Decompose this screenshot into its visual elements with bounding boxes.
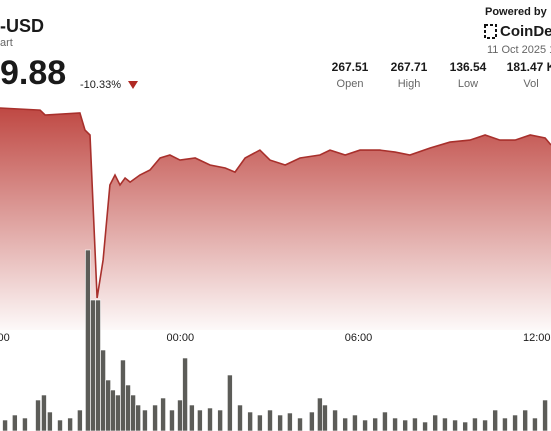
x-tick-label: 00:00 (167, 332, 195, 344)
volume-bar (135, 404, 141, 431)
volume-bar (160, 397, 166, 431)
brand: CoinDe (500, 23, 551, 40)
volume-bar (95, 299, 101, 431)
volume-bar (452, 419, 458, 431)
plot: :00 00:00 06:00 12:00 (0, 107, 551, 431)
volume-bar (382, 411, 388, 431)
stat-label: Open (337, 78, 364, 90)
volume-bar (57, 419, 63, 431)
volume-bar (115, 394, 121, 431)
volume-bar (257, 414, 263, 431)
volume-bar (512, 414, 518, 431)
volume-bar (120, 359, 126, 431)
stat-label: Vol (523, 78, 538, 90)
x-tick-label: :00 (0, 332, 10, 344)
volume-bar (372, 417, 378, 431)
volume-bar (402, 419, 408, 431)
volume-bar (105, 379, 111, 431)
volume-bar (332, 409, 338, 431)
volume-bar (322, 404, 328, 431)
volume-bar (392, 417, 398, 431)
volume-bar (217, 409, 223, 431)
stat-label: High (398, 78, 421, 90)
volume-bar (85, 249, 91, 431)
down-arrow (128, 81, 138, 89)
stat-value: 267.71 (391, 60, 428, 74)
volume-bar (152, 404, 158, 431)
volume-bar (207, 407, 213, 431)
volume-bar (277, 414, 283, 431)
volume-bar (130, 394, 136, 431)
volume-bar (12, 414, 18, 431)
volume-bar (125, 384, 131, 431)
volume-bar (67, 417, 73, 431)
volume-bar (317, 397, 323, 431)
volume-bar (482, 419, 488, 431)
volume-bar (267, 409, 273, 431)
volume-bar (522, 409, 528, 431)
area (0, 108, 551, 330)
volume-bar (492, 409, 498, 431)
change: -10.33% (80, 79, 121, 91)
x-tick-label: 12:00 (523, 332, 551, 344)
volume-bar (169, 409, 175, 431)
volume-bar (177, 399, 183, 431)
volume-bar (442, 417, 448, 431)
stat-label: Low (458, 78, 478, 90)
volume-bar (182, 357, 188, 431)
date: 11 Oct 2025 1 (487, 44, 551, 56)
volume-bar (362, 419, 368, 431)
volume-bar (227, 374, 233, 431)
volume-bar (2, 419, 8, 431)
logo-icon (484, 24, 497, 39)
volume-bar (412, 417, 418, 431)
price: 9.88 (0, 54, 66, 92)
volume-bar (237, 404, 243, 431)
subtitle: art (0, 37, 13, 49)
volume-bar (532, 417, 538, 431)
volume-bar (100, 349, 106, 431)
volume-bar (47, 411, 53, 431)
volume-bar (502, 417, 508, 431)
volume-bar (22, 417, 28, 431)
volume-bar (197, 409, 203, 431)
stat-value: 136.54 (450, 60, 487, 74)
volume-bar (462, 421, 468, 431)
volume-bar (287, 412, 293, 431)
volume-bar (297, 417, 303, 431)
volume-bar (110, 389, 116, 431)
stat-value: 267.51 (332, 60, 369, 74)
title: -USD (0, 16, 44, 36)
volume-bar (90, 299, 96, 431)
volume-bar (41, 394, 47, 431)
price-line (0, 107, 551, 299)
stat-value: 181.47 K (507, 60, 551, 74)
volume-bar (352, 414, 358, 431)
volume-bar (189, 404, 195, 431)
volume-bar (309, 411, 315, 431)
volume-bar (472, 417, 478, 431)
volume-bar (142, 409, 148, 431)
powered-by: Powered by (485, 6, 548, 18)
volume-bar (77, 409, 83, 431)
volume-bar (432, 414, 438, 431)
x-tick-label: 06:00 (345, 332, 373, 344)
volume-bar (247, 411, 253, 431)
volume-bar (35, 399, 41, 431)
volume-bar (342, 417, 348, 431)
volume-bar (542, 399, 548, 431)
volume-bar (422, 421, 428, 431)
